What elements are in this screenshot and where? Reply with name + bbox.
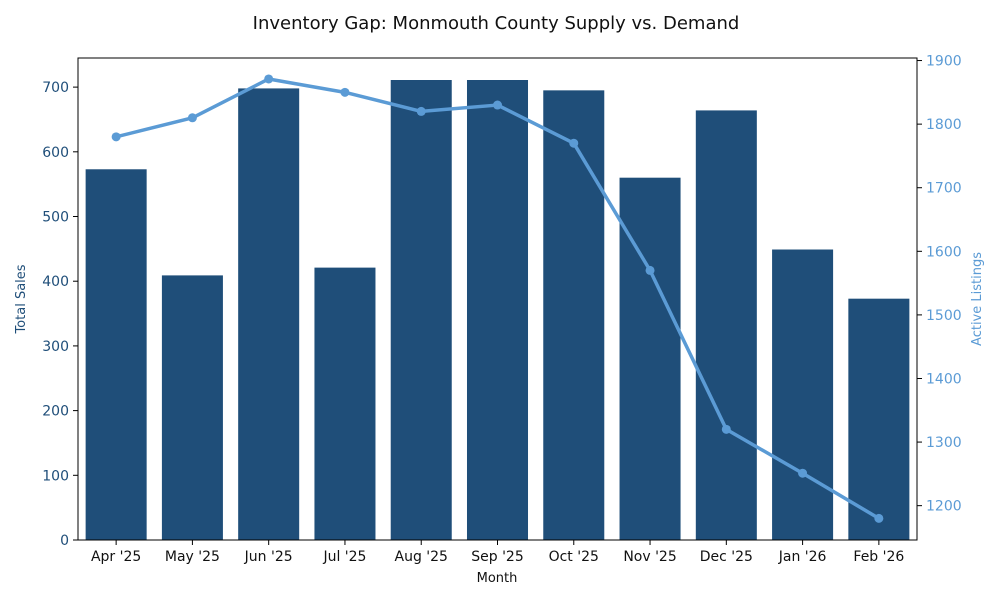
y2-tick-label-1: 1300 xyxy=(926,435,962,451)
bar-10 xyxy=(848,298,910,540)
x-tick-label-10: Feb '26 xyxy=(853,549,904,565)
y2-tick-label-0: 1200 xyxy=(926,499,962,515)
y2-tick-label-2: 1400 xyxy=(926,371,962,387)
x-tick-label-4: Aug '25 xyxy=(395,549,448,565)
line-point-3 xyxy=(340,87,350,97)
y2-tick-label-7: 1900 xyxy=(926,54,962,70)
line-point-6 xyxy=(569,138,579,148)
line-point-1 xyxy=(187,113,197,123)
y2-tick-label-4: 1600 xyxy=(926,244,962,260)
x-tick-label-8: Dec '25 xyxy=(700,549,753,565)
y-tick-label-7: 700 xyxy=(42,80,69,96)
y-axis-label: Total Sales xyxy=(14,264,29,334)
line-point-0 xyxy=(111,132,121,142)
x-tick-label-7: Nov '25 xyxy=(623,549,676,565)
line-layer xyxy=(111,74,884,523)
y-tick-label-2: 200 xyxy=(42,404,69,420)
bar-3 xyxy=(314,267,376,540)
x-tick-label-3: Jul '25 xyxy=(322,549,366,565)
y-tick-label-6: 600 xyxy=(42,145,69,161)
y-tick-label-3: 300 xyxy=(42,339,69,355)
bar-6 xyxy=(543,90,605,540)
x-tick-label-2: Jun '25 xyxy=(244,549,293,565)
y-tick-label-0: 0 xyxy=(60,533,69,549)
bar-9 xyxy=(772,249,834,540)
bars-layer xyxy=(85,80,910,540)
bar-5 xyxy=(466,80,529,540)
x-axis-label: Month xyxy=(477,571,518,586)
chart-title: Inventory Gap: Monmouth County Supply vs… xyxy=(253,13,740,34)
y2-tick-label-5: 1700 xyxy=(926,181,962,197)
x-tick-label-6: Oct '25 xyxy=(549,549,599,565)
y2-tick-label-6: 1800 xyxy=(926,117,962,133)
x-tick-label-9: Jan '26 xyxy=(778,549,827,565)
bar-0 xyxy=(85,169,147,540)
line-point-9 xyxy=(798,468,808,478)
x-tick-label-0: Apr '25 xyxy=(91,549,141,565)
line-point-8 xyxy=(721,424,731,434)
y-tick-label-1: 100 xyxy=(42,468,69,484)
x-tick-label-1: May '25 xyxy=(165,549,220,565)
line-point-4 xyxy=(416,106,426,116)
bar-4 xyxy=(390,80,452,540)
line-point-2 xyxy=(264,74,274,84)
line-point-10 xyxy=(874,513,884,523)
y2-tick-label-3: 1500 xyxy=(926,308,962,324)
x-tick-label-5: Sep '25 xyxy=(471,549,524,565)
y2-axis-label: Active Listings xyxy=(970,252,985,346)
bar-8 xyxy=(695,110,757,540)
axes-layer: 0 100 200 300 400 500 600 700 1200 1300 1400 1500 16… xyxy=(42,54,961,565)
bar-2 xyxy=(238,88,300,540)
line-point-5 xyxy=(493,100,502,110)
bar-1 xyxy=(161,275,223,540)
y-tick-label-5: 500 xyxy=(42,210,69,226)
line-point-7 xyxy=(645,265,655,275)
y-tick-label-4: 400 xyxy=(42,274,69,290)
